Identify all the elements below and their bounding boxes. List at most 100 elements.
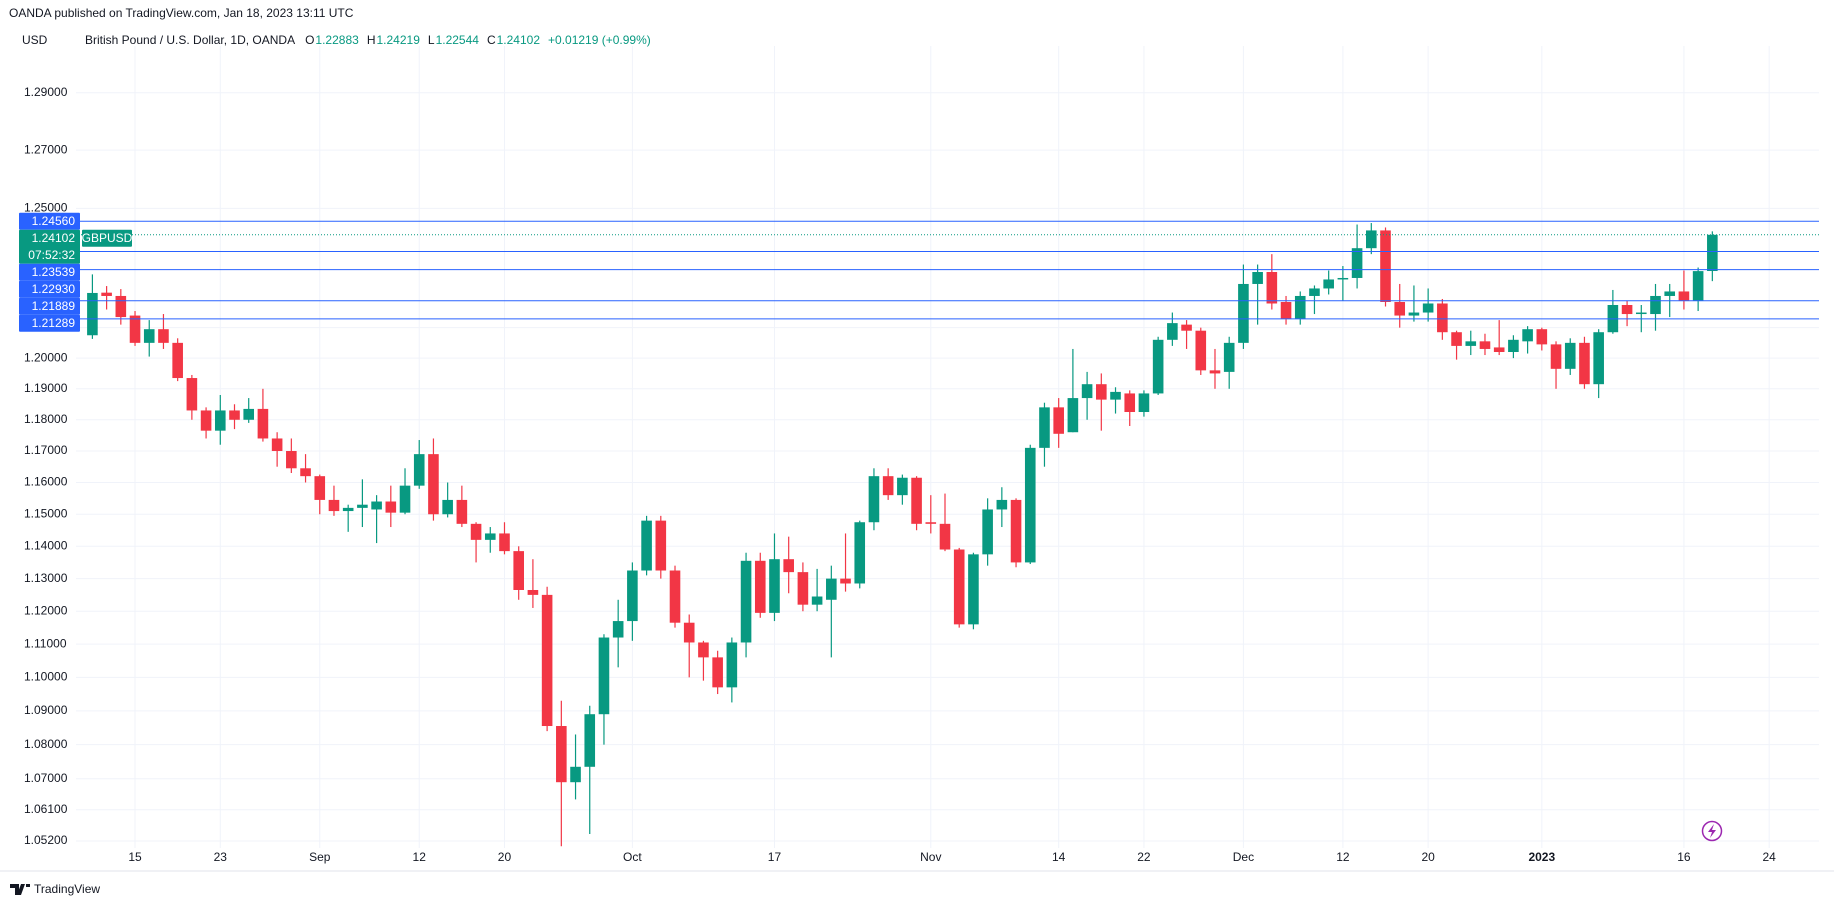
x-tick-label: 2023 (1528, 850, 1555, 864)
x-tick-label: 14 (1052, 850, 1066, 864)
legend-ohlc-value: 1.24102 (497, 33, 541, 47)
legend-ohlc-label: L (428, 33, 435, 47)
legend-ohlc-label: H (367, 33, 376, 47)
y-tick-label: 1.29000 (24, 85, 68, 99)
y-tick-label: 1.06100 (24, 802, 68, 816)
candle-body (1053, 407, 1064, 434)
grid: 1.290001.270001.250001.210001.200001.190… (24, 46, 1819, 864)
candle-body (357, 504, 368, 508)
y-tick-label: 1.09000 (24, 703, 68, 717)
candle-body (271, 438, 283, 451)
price-label: 1.21289 (32, 316, 76, 330)
candle-body (328, 499, 340, 512)
candle-body (925, 522, 937, 524)
candle-body (342, 507, 354, 512)
x-tick-label: 15 (128, 850, 142, 864)
y-tick-label: 1.27000 (24, 142, 68, 156)
candle-body (1621, 304, 1633, 315)
candles (87, 223, 1718, 847)
candle-body (641, 520, 652, 571)
candle-body (627, 570, 638, 622)
y-tick-label: 1.18000 (24, 412, 68, 426)
candle-body (1707, 234, 1718, 272)
y-tick-label: 1.14000 (24, 538, 68, 552)
candle-body (1167, 323, 1178, 340)
published-line: OANDA published on TradingView.com, Jan … (9, 6, 354, 20)
candle-body (101, 292, 112, 296)
legend-change: +0.01219 (+0.99%) (548, 33, 651, 47)
candle-body (612, 621, 624, 638)
y-tick-label: 1.19000 (24, 381, 68, 395)
candle-body (314, 476, 326, 500)
candle-body (1138, 393, 1150, 413)
candle-body (1337, 277, 1349, 280)
replay-icon[interactable] (1701, 820, 1723, 842)
candle-body (1437, 303, 1448, 333)
y-tick-label: 1.12000 (24, 603, 68, 617)
candle-body (470, 523, 482, 540)
candle-body (499, 533, 510, 552)
brand: TradingView (34, 882, 100, 896)
candle-body (186, 378, 198, 411)
candle-body (1522, 329, 1533, 342)
candle-body (1493, 347, 1505, 353)
legend-ohlc-label: C (487, 33, 496, 47)
candle-body (1579, 342, 1590, 385)
candle-body (783, 559, 794, 573)
x-tick-label: 24 (1763, 850, 1777, 864)
candle-body (840, 578, 851, 584)
symbol-tag-box (82, 229, 132, 247)
level-label-box (19, 297, 80, 315)
candle-body (286, 450, 297, 469)
price-label: 1.21889 (32, 299, 76, 313)
candle-body (1096, 384, 1107, 400)
x-tick-label: 12 (413, 850, 427, 864)
y-tick-label: 1.15000 (24, 506, 68, 520)
candle-body (1067, 398, 1079, 433)
x-tick-label: 12 (1336, 850, 1350, 864)
candle-body (1195, 330, 1207, 371)
candle-body (698, 642, 709, 658)
legend: British Pound / U.S. Dollar, 1D, OANDA O 1… (85, 33, 651, 47)
y-tick-label: 1.08000 (24, 737, 68, 751)
candle-body (1650, 295, 1661, 315)
candle-body (797, 572, 809, 605)
candle-body (1408, 312, 1420, 316)
candle-body (1394, 301, 1406, 316)
candle-body (1564, 342, 1576, 369)
candle-body (1124, 393, 1136, 413)
candle-body (371, 501, 382, 510)
candle-body (953, 549, 965, 625)
candle-body (897, 477, 908, 496)
candle-body (1366, 230, 1377, 249)
candle-body (754, 560, 766, 613)
x-tick-label: 17 (768, 850, 782, 864)
countdown: 07:52:32 (28, 248, 75, 262)
candle-body (1024, 447, 1036, 563)
candle-body (428, 454, 439, 515)
price-label: 1.24560 (32, 214, 76, 228)
candle-body (200, 410, 212, 431)
x-tick-label: Nov (920, 850, 941, 864)
candle-body (1323, 279, 1334, 289)
candle-body (513, 551, 524, 590)
y-tick-label: 1.17000 (24, 443, 68, 457)
candle-body (442, 499, 453, 515)
symbol-tag: GBPUSD (82, 231, 133, 245)
x-tick-label: Dec (1233, 850, 1254, 864)
y-tick-label: 1.13000 (24, 571, 68, 585)
candle-body (1039, 407, 1050, 448)
candle-body (1593, 332, 1604, 385)
candle-body (300, 468, 311, 477)
candle-body (1380, 230, 1391, 302)
candle-body (1664, 291, 1676, 296)
legend-ohlc-value: 1.22883 (315, 33, 359, 47)
candle-body (129, 315, 141, 343)
x-tick-label: 22 (1137, 850, 1151, 864)
candle-body (1294, 295, 1306, 319)
candle-body (556, 726, 567, 783)
y-tick-label: 1.11000 (24, 636, 67, 650)
x-tick-label: 16 (1677, 850, 1691, 864)
candle-body (1309, 288, 1320, 296)
